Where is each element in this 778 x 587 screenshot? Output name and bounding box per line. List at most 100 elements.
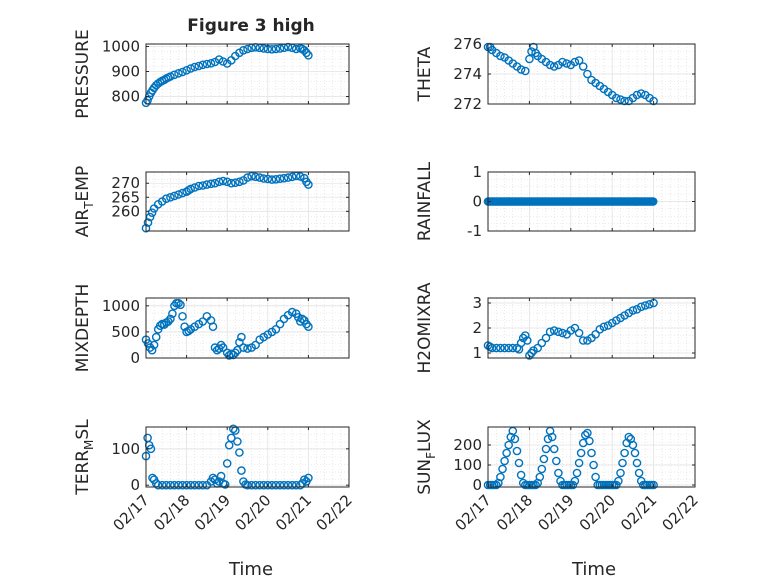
terr_msl-data-point	[166, 480, 175, 490]
theta-data-point	[574, 56, 584, 65]
mixdepth-data-point	[149, 340, 159, 350]
theta-data-point	[525, 54, 534, 64]
terr_msl-y-axis-label-subscript: M	[82, 440, 96, 450]
sun_flux-data-point	[585, 436, 594, 446]
air_temp-y-tick-label: 260	[111, 202, 140, 220]
pressure-data-point	[218, 57, 228, 66]
sun_flux-data-point	[502, 448, 511, 458]
sun_flux-y-tick-label: 100	[453, 456, 482, 474]
sun_flux-data-point	[634, 468, 644, 478]
air_temp-data-point	[304, 180, 313, 189]
mixdepth-data-point	[237, 332, 246, 342]
sun_flux-axes-box	[487, 426, 696, 488]
terr_msl-data-point	[182, 480, 191, 490]
sun_flux-data-point	[587, 448, 596, 458]
sun_flux-data-point	[649, 480, 658, 490]
air_temp-data-point	[255, 173, 265, 182]
terr_msl-x-tick-label: 02/21	[272, 491, 315, 534]
sun_flux-data-point	[547, 432, 557, 442]
h2omixra-data-point	[554, 327, 563, 337]
pressure-data-point	[186, 64, 195, 73]
h2omixra-data-point	[527, 348, 536, 358]
mixdepth-data-point	[304, 322, 313, 332]
h2omixra-data-point	[620, 311, 629, 320]
mixdepth-data-point	[163, 317, 173, 326]
mixdepth-y-tick-label: 500	[111, 323, 140, 341]
rainfall-data-point	[648, 197, 658, 206]
theta-data-point	[549, 62, 559, 71]
h2omixra-data-point	[500, 343, 509, 353]
terr_msl-data-point	[235, 448, 244, 457]
air_temp-data-point	[226, 178, 236, 188]
h2omixra-data-point	[545, 327, 555, 337]
terr_msl-data-point	[304, 473, 313, 483]
air_temp-data-point	[235, 177, 244, 187]
sun_flux-data-point	[591, 472, 600, 482]
sun_flux-data-point	[510, 434, 520, 444]
sun_flux-data-point	[630, 448, 640, 458]
mixdepth-data-point	[235, 337, 244, 347]
pressure-y-tick-label: 800	[111, 88, 140, 106]
sun_flux-data-point	[549, 444, 559, 454]
sun_flux-data-point	[543, 434, 553, 444]
sun_flux-data-point	[516, 470, 526, 480]
air_temp-data-point	[198, 181, 208, 190]
sun_flux-y-axis-label: SUNFLUX	[415, 419, 438, 495]
mixdepth-data-point	[198, 317, 208, 326]
air_temp-y-axis-label-main: AIR	[73, 209, 93, 238]
sun_flux-data-point	[616, 468, 625, 478]
h2omixra-data-point	[491, 343, 501, 353]
terr_msl-x-tick-label: 02/20	[231, 491, 274, 534]
air_temp-series	[141, 171, 313, 233]
x-axis-label-left: Time	[228, 559, 273, 580]
mixdepth-data-point	[151, 332, 161, 342]
sun_flux-data-point	[614, 476, 623, 486]
terr_msl-data-point	[222, 459, 232, 468]
mixdepth-data-point	[275, 319, 285, 329]
sun_flux-data-point	[568, 480, 578, 490]
mixdepth-y-axis-label: MIXDEPTH	[73, 284, 93, 373]
pressure-data-point	[304, 51, 313, 60]
h2omixra-data-point	[558, 328, 567, 338]
mixdepth-data-point	[251, 340, 260, 350]
terr_msl-data-point	[190, 480, 199, 490]
sun_flux-y-axis-label-main: SUN	[415, 459, 435, 495]
sun_flux-data-point	[512, 446, 522, 456]
mixdepth-axes-box	[145, 297, 350, 359]
air_temp-data-point	[251, 172, 260, 182]
h2omixra-data-point	[512, 343, 522, 353]
h2omixra-data-point	[541, 333, 551, 343]
air_temp-data-point	[275, 174, 285, 183]
sun_flux-data-point	[589, 460, 598, 470]
sun_flux-data-point	[583, 428, 592, 438]
theta-data-point	[649, 96, 658, 106]
theta-y-tick-label: 272	[453, 95, 482, 113]
mixdepth-data-point	[143, 339, 153, 348]
sun_flux-data-point	[552, 456, 561, 466]
pressure-data-point	[275, 44, 285, 53]
sun_flux-data-point	[570, 476, 580, 486]
terr_msl-y-axis-label: TERRMSL	[73, 419, 96, 496]
terr_msl-y-axis-label-main: TERR	[73, 450, 93, 496]
pressure-data-point	[178, 67, 187, 77]
sun_flux-x-tick-label: 02/19	[534, 491, 577, 534]
h2omixra-data-point	[521, 331, 530, 340]
theta-data-point	[545, 60, 555, 70]
pressure-data-point	[182, 66, 191, 75]
terr_msl-data-point	[170, 480, 179, 490]
terr_msl-x-tick-label: 02/17	[110, 491, 153, 534]
pressure-data-point	[283, 42, 293, 52]
theta-data-point	[562, 59, 572, 68]
sun_flux-x-tick-label: 02/22	[659, 491, 702, 534]
sun_flux-data-point	[500, 456, 509, 466]
pressure-data-point	[239, 46, 248, 55]
h2omixra-data-point	[612, 316, 621, 325]
terr_msl-data-point	[233, 437, 242, 446]
air_temp-data-point	[218, 176, 228, 186]
h2omixra-data-point	[537, 338, 547, 348]
mixdepth-data-point	[147, 345, 157, 355]
terr_msl-data-point	[208, 473, 218, 483]
pressure-data-point	[194, 61, 204, 71]
h2omixra-data-point	[632, 304, 642, 314]
